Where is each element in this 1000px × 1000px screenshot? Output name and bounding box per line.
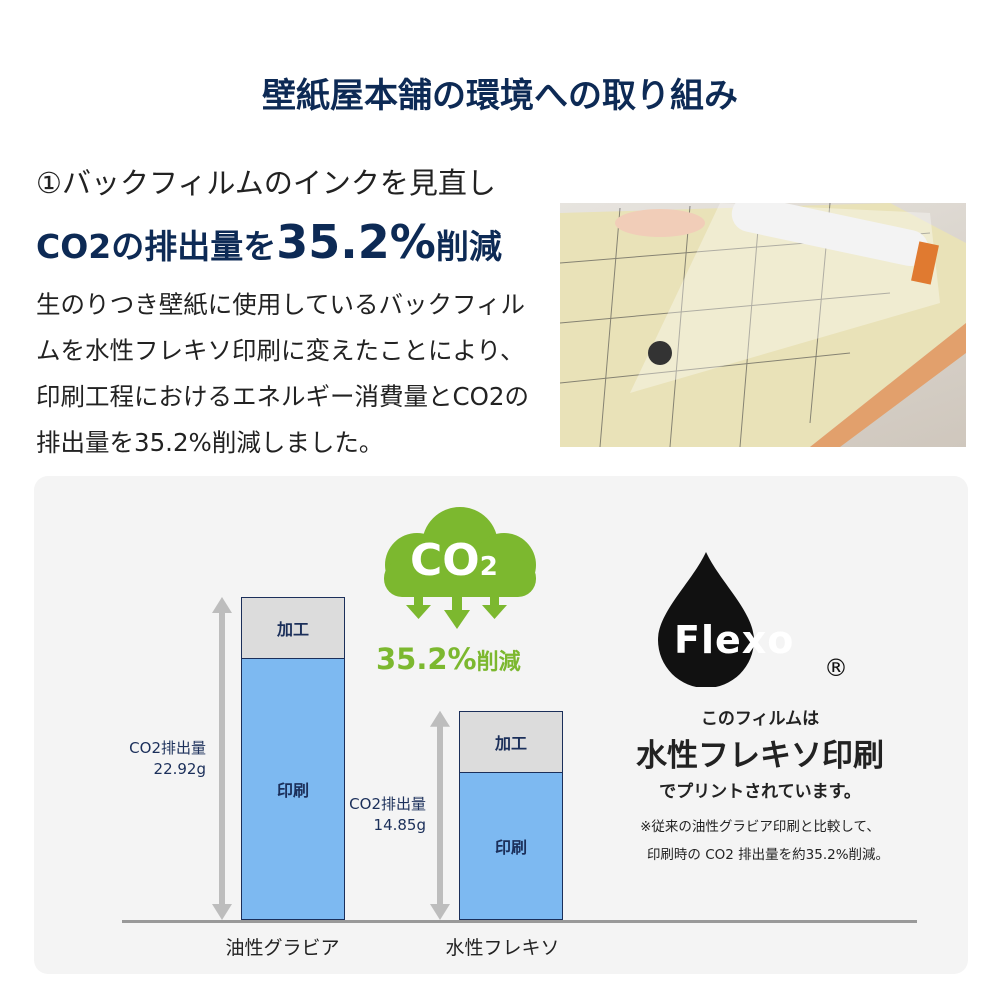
reduction-label: 35.2%削減: [376, 642, 521, 676]
co2-text: CO2: [410, 535, 498, 586]
registered-mark: ®: [824, 654, 848, 682]
bar-segment-processing: 加工: [242, 598, 344, 659]
backfilm-photo: [560, 203, 966, 447]
co2-subscript: 2: [479, 552, 498, 582]
total-label-title: CO2排出量: [129, 739, 206, 757]
bar-1: 加工 印刷: [459, 710, 563, 920]
total-label-title: CO2排出量: [349, 795, 426, 813]
headline-value: 35.2%: [276, 215, 436, 269]
total-label-value: 22.92g: [153, 760, 206, 778]
bar-segment-printing: 印刷: [460, 772, 562, 919]
co2-main: CO: [410, 535, 480, 586]
reduction-value: 35.2%: [376, 642, 477, 676]
flexo-logo: Flexo ®: [650, 552, 860, 688]
flexo-note1: ※従来の油性グラビア印刷と比較して、: [640, 819, 880, 835]
bar-segment-processing: 加工: [460, 711, 562, 773]
flexo-line3: でプリントされています。: [659, 782, 861, 802]
section-headline: CO2の排出量を35.2%削減: [36, 215, 502, 269]
bar-0: 加工 印刷: [241, 597, 345, 920]
total-label-flexo: CO2排出量 14.85g: [320, 794, 426, 836]
ink-drop-icon: [658, 552, 754, 688]
section-body: 生のりつき壁紙に使用しているバックフィルムを水性フレキソ印刷に変えたことにより、…: [36, 290, 529, 457]
total-arrow-0: [212, 597, 232, 920]
reduction-suffix: 削減: [476, 650, 521, 675]
total-label-gravure: CO2排出量 22.92g: [100, 738, 206, 780]
x-label-gravure: 油性グラビア: [225, 937, 340, 959]
cloud-icon: [384, 507, 536, 629]
headline-suffix: 削減: [435, 227, 502, 266]
co2-cloud-badge: CO2: [372, 505, 547, 635]
flexo-logo-text: Flexo: [674, 618, 795, 662]
bar-segment-printing: 印刷: [242, 658, 344, 919]
baseline: [122, 920, 917, 923]
total-label-value: 14.85g: [373, 816, 426, 834]
x-label-flexo: 水性フレキソ: [445, 937, 560, 959]
page-title: 壁紙屋本舗の環境への取り組み: [262, 76, 738, 116]
flexo-line1: このフィルムは: [700, 709, 820, 729]
headline-prefix: CO2の排出量を: [36, 227, 277, 266]
flexo-line2: 水性フレキソ印刷: [636, 738, 884, 774]
flexo-note2: 印刷時の CO2 排出量を約35.2%削減。: [646, 847, 890, 863]
total-arrow-1: [430, 710, 450, 920]
section-subtitle: ①バックフィルムのインクを見直し: [36, 166, 496, 200]
